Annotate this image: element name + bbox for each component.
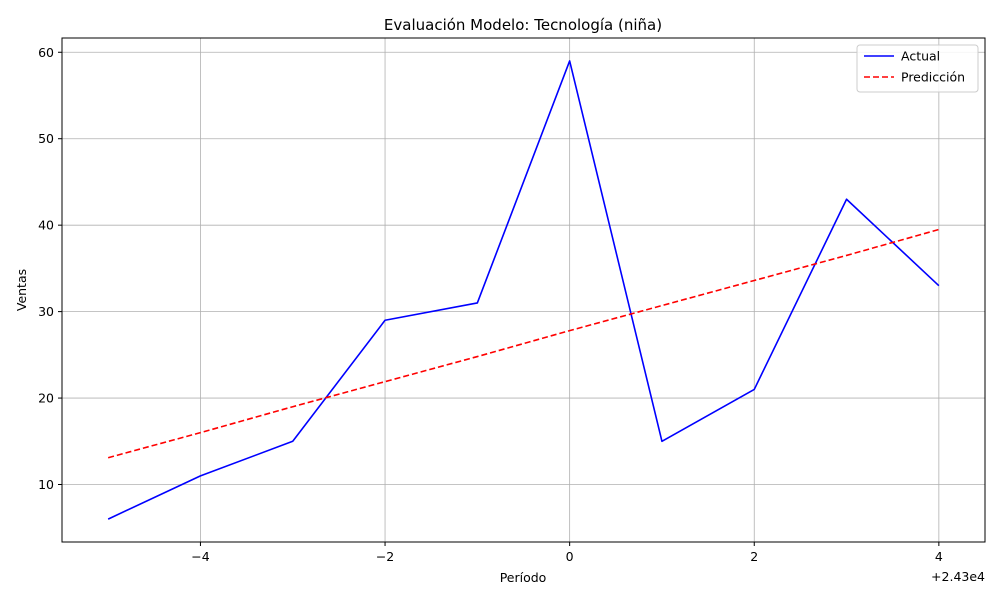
x-axis-ticks: −4 −2 0 2 4	[191, 542, 943, 564]
x-tick-label: 2	[750, 549, 758, 564]
grid	[62, 38, 985, 542]
legend-label-actual: Actual	[901, 49, 940, 64]
x-tick-label: 4	[935, 549, 943, 564]
y-tick-label: 40	[38, 218, 54, 233]
legend: Actual Predicción	[856, 44, 979, 93]
y-tick-label: 10	[38, 477, 54, 492]
series-line-actual	[107, 60, 940, 520]
y-tick-label: 30	[38, 304, 54, 319]
y-axis-ticks: 10 20 30 40 50 60	[38, 45, 62, 492]
legend-label-prediccion: Predicción	[901, 70, 965, 85]
y-axis-label: Ventas	[14, 269, 29, 311]
plot-frame	[61, 37, 986, 543]
x-tick-label: −2	[376, 549, 394, 564]
chart-title: Evaluación Modelo: Tecnología (niña)	[384, 16, 662, 34]
x-tick-label: −4	[191, 549, 209, 564]
y-tick-label: 20	[38, 391, 54, 406]
series-layer	[107, 60, 940, 520]
y-tick-label: 60	[38, 45, 54, 60]
x-axis-label: Período	[500, 570, 547, 585]
y-tick-label: 50	[38, 131, 54, 146]
series-line-prediccion	[107, 228, 940, 459]
x-axis-offset: +2.43e4	[931, 569, 985, 584]
x-tick-label: 0	[566, 549, 574, 564]
